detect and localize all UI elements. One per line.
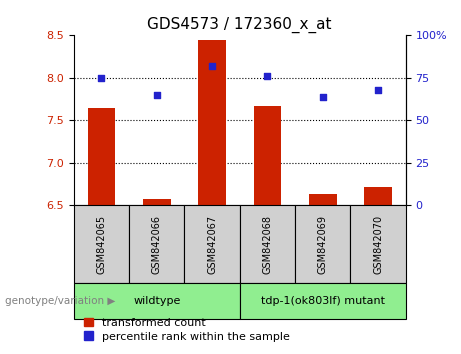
Text: tdp-1(ok803lf) mutant: tdp-1(ok803lf) mutant <box>261 296 384 306</box>
Bar <box>74 283 240 319</box>
Point <box>264 73 271 79</box>
Bar <box>309 194 337 205</box>
Bar <box>129 205 184 283</box>
Point <box>374 87 382 93</box>
Bar <box>184 205 240 283</box>
Bar <box>198 40 226 205</box>
Bar <box>240 283 406 319</box>
Bar <box>240 205 295 283</box>
Bar <box>74 205 129 283</box>
Bar <box>254 106 281 205</box>
Title: GDS4573 / 172360_x_at: GDS4573 / 172360_x_at <box>148 16 332 33</box>
Bar <box>143 199 171 205</box>
Text: GSM842069: GSM842069 <box>318 215 328 274</box>
Bar <box>295 205 350 283</box>
Text: GSM842070: GSM842070 <box>373 215 383 274</box>
Point <box>319 94 326 99</box>
Bar <box>88 108 115 205</box>
Point <box>98 75 105 81</box>
Bar <box>364 187 392 205</box>
Legend: transformed count, percentile rank within the sample: transformed count, percentile rank withi… <box>79 314 294 346</box>
Point <box>153 92 160 98</box>
Bar <box>350 205 406 283</box>
Text: GSM842065: GSM842065 <box>96 215 106 274</box>
Text: GSM842066: GSM842066 <box>152 215 162 274</box>
Text: genotype/variation ▶: genotype/variation ▶ <box>5 296 115 306</box>
Text: GSM842068: GSM842068 <box>262 215 272 274</box>
Text: GSM842067: GSM842067 <box>207 215 217 274</box>
Point <box>208 63 216 69</box>
Text: wildtype: wildtype <box>133 296 180 306</box>
